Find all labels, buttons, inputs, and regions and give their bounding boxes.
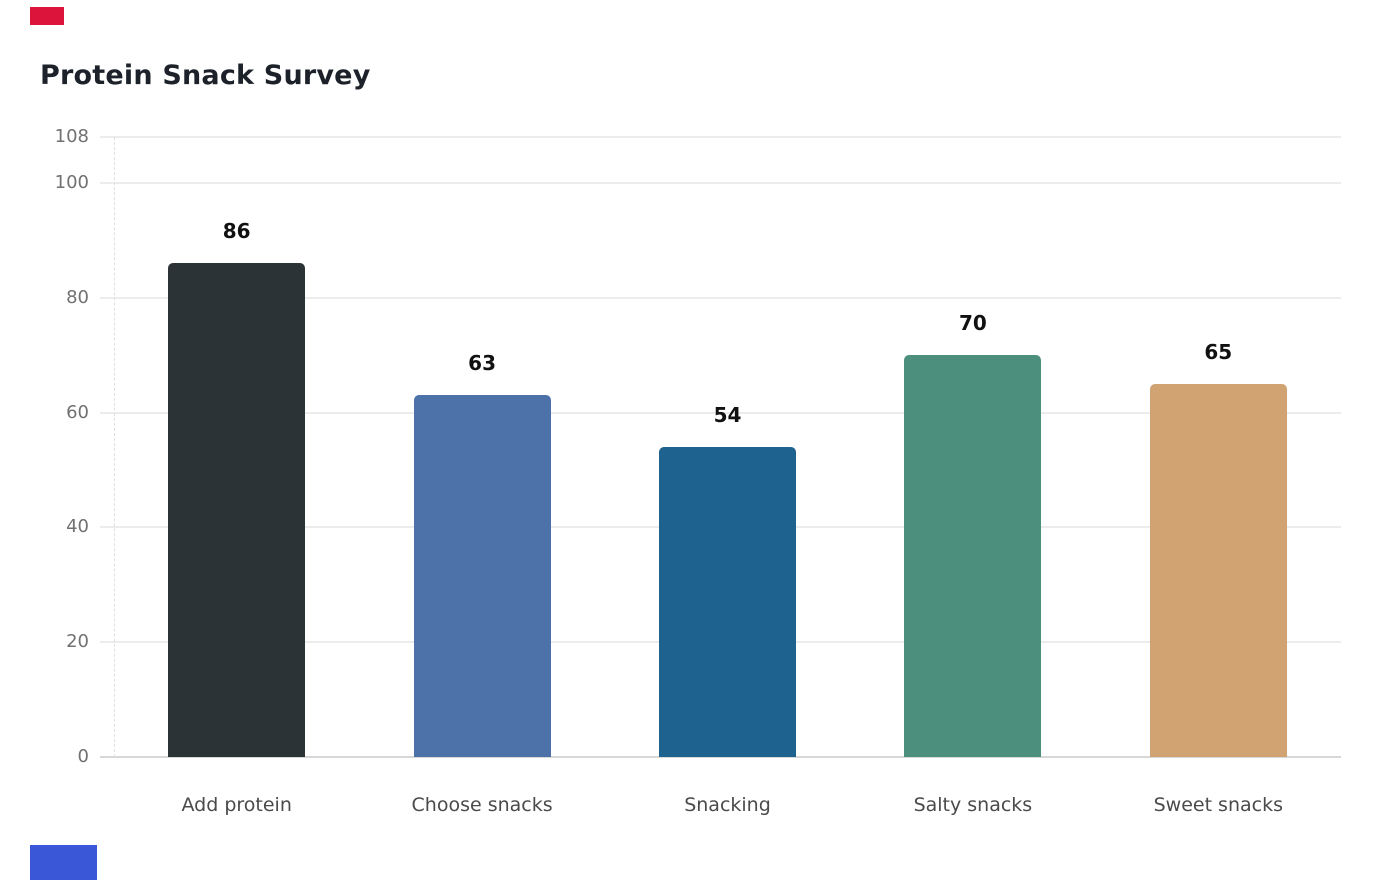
x-axis-category-label-choose-snacks: Choose snacks bbox=[411, 794, 553, 816]
x-axis-category-label-add-protein: Add protein bbox=[181, 794, 292, 816]
gridline-60 bbox=[100, 411, 1341, 414]
bar-sweet-snacks bbox=[1149, 383, 1287, 757]
bar-snacking bbox=[659, 447, 796, 757]
bar-value-label-add-protein: 86 bbox=[222, 219, 251, 244]
gridline-0 bbox=[100, 756, 1341, 758]
bar-value-label-sweet-snacks: 65 bbox=[1204, 339, 1233, 364]
x-axis-category-label-sweet-snacks: Sweet snacks bbox=[1153, 794, 1283, 816]
bar-salty-snacks bbox=[904, 355, 1042, 757]
red-decoration-block bbox=[30, 7, 64, 25]
bar-choose-snacks bbox=[413, 395, 551, 757]
y-axis-line bbox=[114, 137, 115, 757]
bar-value-label-snacking: 54 bbox=[713, 403, 742, 427]
x-axis-category-label-salty-snacks: Salty snacks bbox=[913, 794, 1033, 816]
y-axis-tick-label-40: 40 bbox=[66, 516, 89, 538]
gridline-80 bbox=[100, 296, 1341, 299]
bar-value-label-choose-snacks: 63 bbox=[468, 351, 497, 376]
bar-add-protein bbox=[168, 263, 306, 757]
gridline-108 bbox=[100, 136, 1341, 138]
chart-title: Protein Snack Survey bbox=[40, 60, 371, 91]
bar-value-label-salty-snacks: 70 bbox=[958, 311, 987, 336]
blue-decoration-block bbox=[30, 845, 97, 880]
y-axis-tick-label-20: 20 bbox=[66, 631, 89, 653]
y-axis-tick-label-60: 60 bbox=[66, 401, 89, 423]
y-axis-tick-label-0: 0 bbox=[77, 746, 89, 767]
y-axis-tick-label-100: 100 bbox=[54, 171, 89, 193]
x-axis-category-label-snacking: Snacking bbox=[684, 794, 771, 816]
gridline-100 bbox=[100, 181, 1341, 184]
y-axis-tick-label-80: 80 bbox=[66, 286, 89, 308]
y-axis-tick-label-108: 108 bbox=[54, 126, 89, 147]
